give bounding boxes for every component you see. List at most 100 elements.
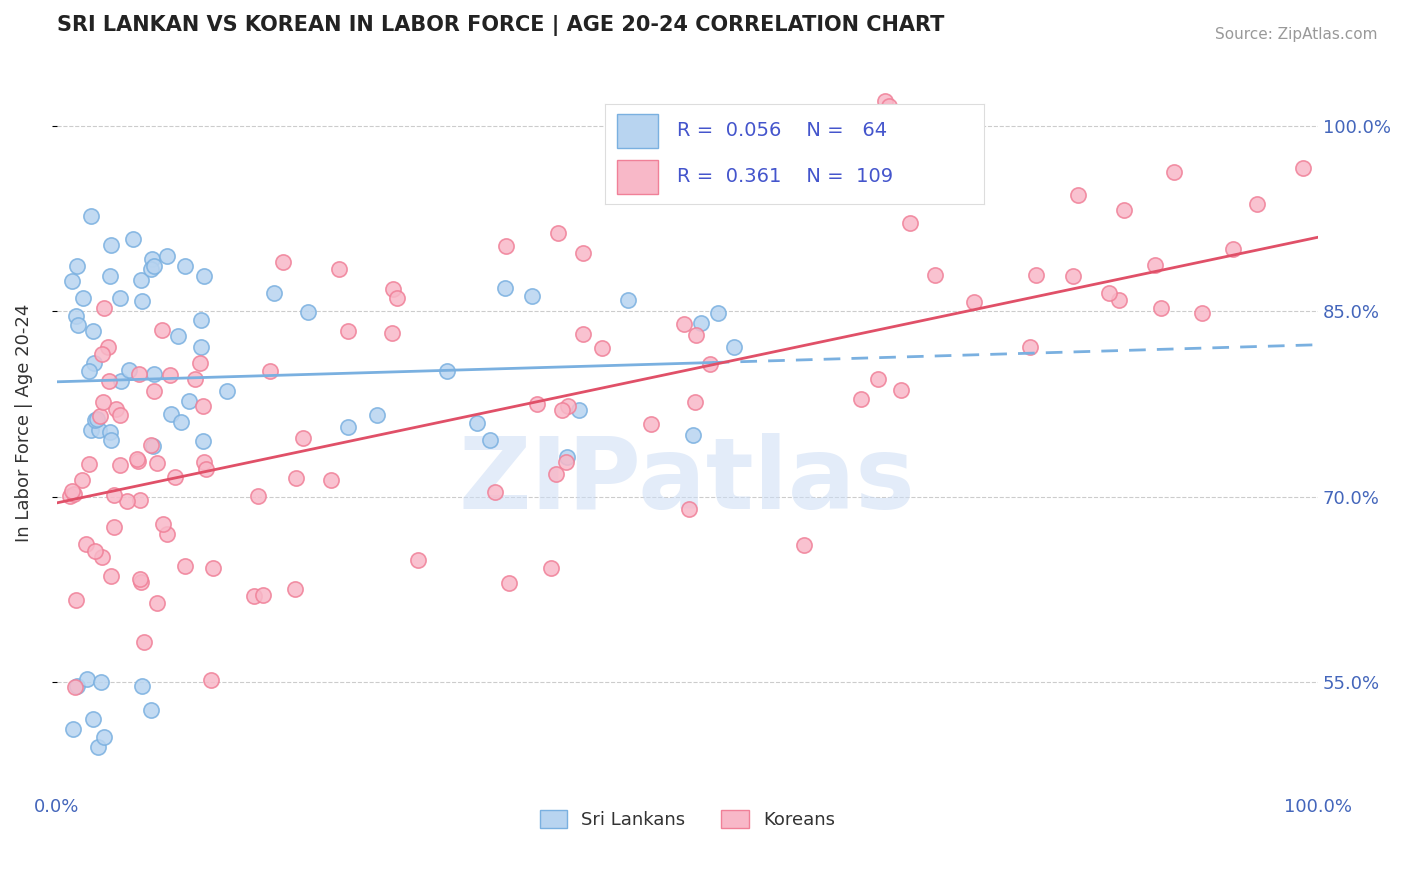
Point bbox=[72, 291, 94, 305]
Point bbox=[190, 313, 212, 327]
Point bbox=[683, 188, 706, 202]
Y-axis label: In Labor Force | Age 20-24: In Labor Force | Age 20-24 bbox=[15, 303, 32, 541]
Point bbox=[63, 680, 86, 694]
Point bbox=[142, 260, 165, 274]
Point bbox=[547, 227, 569, 241]
Legend: Sri Lankans, Koreans: Sri Lankans, Koreans bbox=[533, 803, 842, 836]
Point bbox=[555, 455, 578, 469]
Point bbox=[557, 399, 579, 413]
Point bbox=[672, 318, 695, 332]
Point bbox=[146, 596, 169, 610]
Point bbox=[108, 291, 131, 305]
Point bbox=[263, 285, 285, 300]
Point bbox=[97, 340, 120, 354]
Point bbox=[80, 209, 103, 223]
Point bbox=[91, 549, 114, 564]
Point bbox=[195, 462, 218, 476]
Point bbox=[141, 252, 163, 266]
Point bbox=[381, 326, 404, 340]
Point bbox=[87, 423, 110, 437]
Point bbox=[103, 488, 125, 502]
Point bbox=[484, 484, 506, 499]
Point bbox=[436, 364, 458, 378]
Point bbox=[890, 383, 912, 397]
Point bbox=[128, 367, 150, 381]
Point bbox=[110, 375, 132, 389]
Point bbox=[465, 416, 488, 430]
Point bbox=[70, 473, 93, 487]
Point bbox=[62, 722, 84, 736]
Point bbox=[291, 431, 314, 445]
Point bbox=[87, 739, 110, 754]
Point bbox=[129, 572, 152, 586]
Point bbox=[1149, 301, 1171, 315]
Point bbox=[259, 364, 281, 378]
Point bbox=[200, 673, 222, 687]
Point bbox=[82, 712, 104, 726]
Point bbox=[387, 291, 409, 305]
Point bbox=[63, 487, 86, 501]
Point bbox=[723, 340, 745, 354]
Point bbox=[156, 526, 179, 541]
Point bbox=[98, 268, 121, 283]
Point bbox=[706, 306, 728, 320]
Point bbox=[60, 484, 83, 499]
Point bbox=[65, 592, 87, 607]
Point bbox=[406, 553, 429, 567]
Point bbox=[121, 232, 143, 246]
Point bbox=[179, 393, 201, 408]
Point bbox=[522, 288, 544, 302]
Point bbox=[1062, 268, 1084, 283]
Point bbox=[215, 384, 238, 398]
Point bbox=[89, 409, 111, 423]
Point bbox=[156, 249, 179, 263]
Point bbox=[526, 397, 548, 411]
Point bbox=[170, 415, 193, 429]
Point bbox=[98, 425, 121, 440]
Point bbox=[1025, 268, 1047, 282]
Point bbox=[91, 346, 114, 360]
Point bbox=[568, 402, 591, 417]
Point bbox=[97, 374, 120, 388]
Text: Source: ZipAtlas.com: Source: ZipAtlas.com bbox=[1215, 27, 1378, 42]
Point bbox=[108, 408, 131, 422]
Point bbox=[682, 428, 704, 442]
Point bbox=[494, 281, 516, 295]
Point bbox=[159, 407, 181, 421]
Point bbox=[132, 635, 155, 649]
Point bbox=[337, 419, 360, 434]
Point bbox=[336, 325, 359, 339]
Point bbox=[60, 274, 83, 288]
Point bbox=[1112, 203, 1135, 218]
Point bbox=[152, 516, 174, 531]
Point bbox=[66, 680, 89, 694]
Point bbox=[1108, 293, 1130, 308]
Point bbox=[90, 674, 112, 689]
Point bbox=[174, 558, 197, 573]
Point bbox=[66, 259, 89, 273]
Point bbox=[146, 456, 169, 470]
Point bbox=[284, 582, 307, 597]
Point bbox=[76, 672, 98, 686]
Point bbox=[83, 356, 105, 370]
Point bbox=[875, 95, 897, 109]
Point bbox=[188, 356, 211, 370]
Point bbox=[127, 452, 149, 467]
Point bbox=[284, 470, 307, 484]
Point bbox=[540, 561, 562, 575]
Point bbox=[163, 470, 186, 484]
Point bbox=[319, 473, 342, 487]
Point bbox=[851, 392, 873, 406]
Point bbox=[640, 417, 662, 432]
Point bbox=[65, 309, 87, 323]
Point bbox=[152, 323, 174, 337]
Point bbox=[86, 412, 108, 426]
Point bbox=[1019, 340, 1042, 354]
Point bbox=[110, 458, 132, 472]
Point bbox=[82, 324, 104, 338]
Point bbox=[793, 538, 815, 552]
Point bbox=[683, 395, 706, 409]
Point bbox=[193, 434, 215, 449]
Point bbox=[141, 438, 163, 452]
Point bbox=[193, 269, 215, 284]
